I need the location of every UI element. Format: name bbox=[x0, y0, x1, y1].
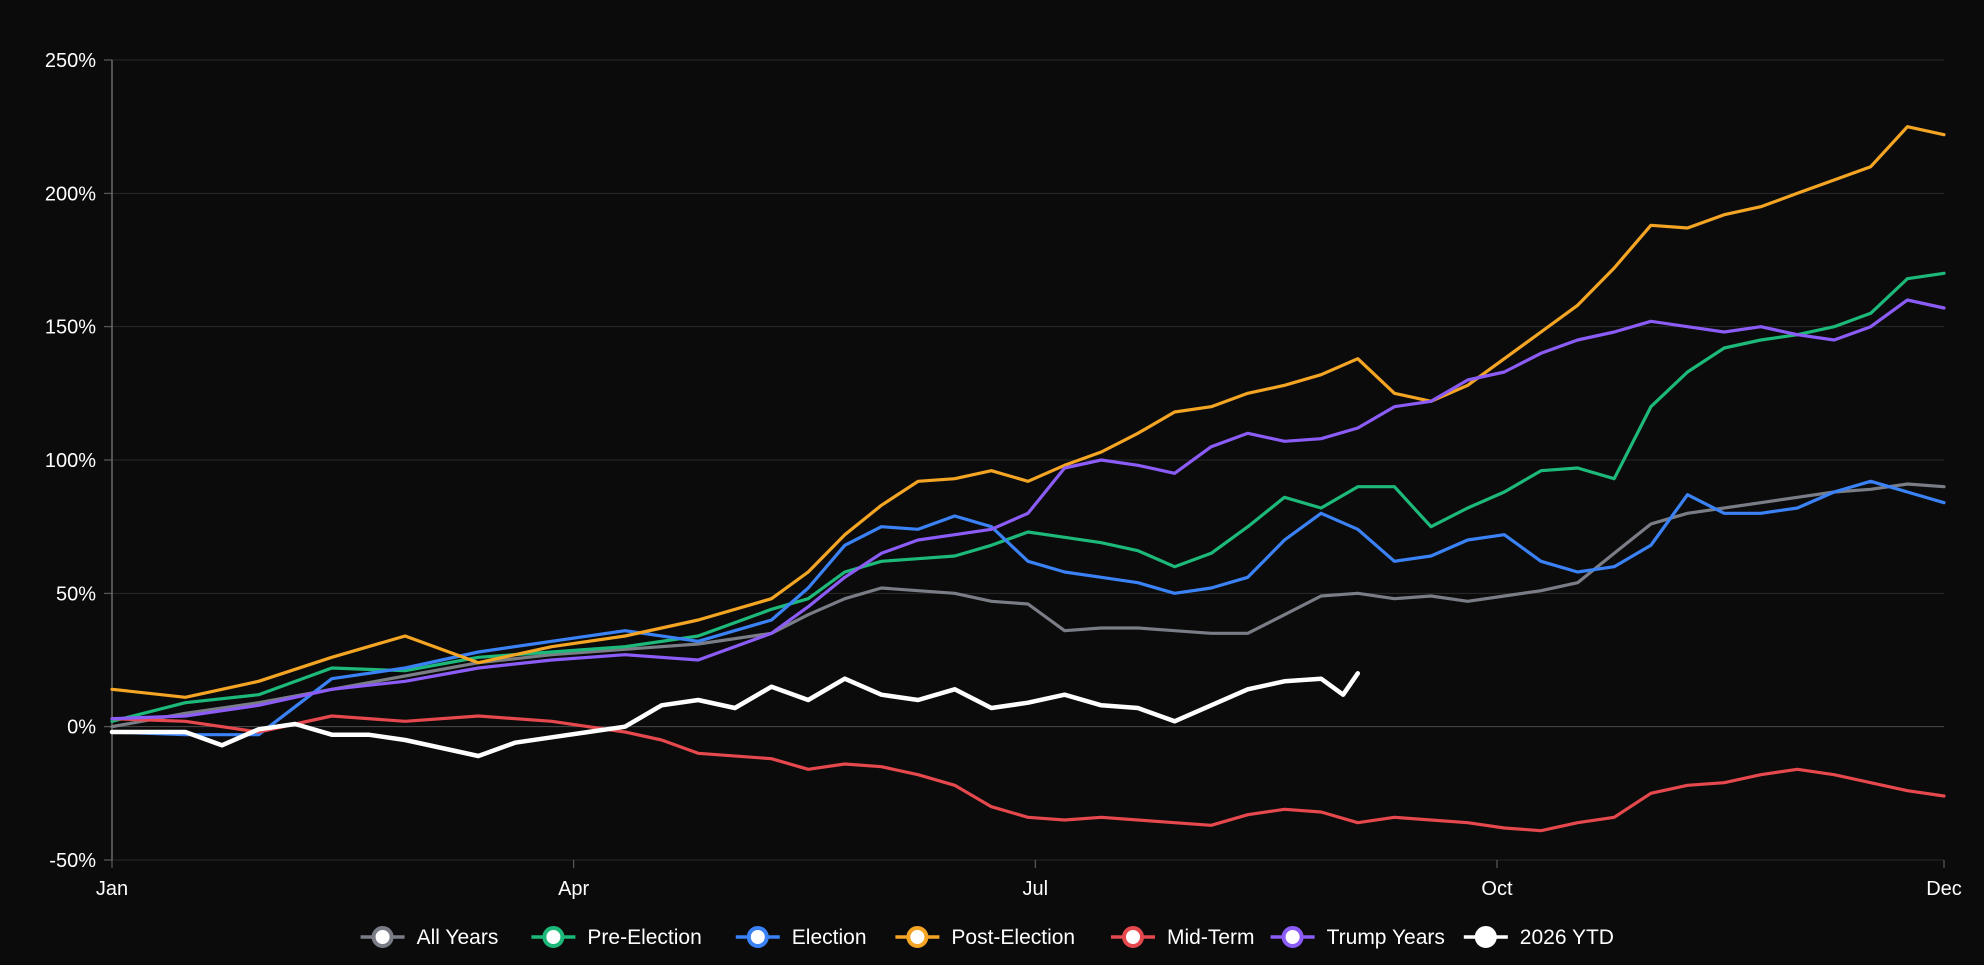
y-tick-label: 250% bbox=[45, 50, 96, 72]
legend-marker-icon bbox=[746, 926, 769, 948]
y-tick-label: -50% bbox=[49, 850, 96, 872]
x-tick-label: Apr bbox=[558, 878, 589, 900]
legend[interactable]: All Years Pre-Election Election Post-Electi… bbox=[360, 926, 1614, 949]
legend-item-mid-term[interactable]: Mid-Term bbox=[1111, 926, 1255, 949]
y-tick-label: 150% bbox=[45, 317, 96, 339]
legend-marker-icon bbox=[371, 926, 394, 948]
y-tick-label: 100% bbox=[45, 450, 96, 472]
series-line-2026-ytd bbox=[109, 671, 1361, 759]
legend-label: Post-Election bbox=[951, 926, 1075, 949]
legend-marker-icon bbox=[1474, 926, 1497, 948]
series-line-all-years bbox=[110, 482, 1946, 729]
series-lines bbox=[109, 125, 1946, 833]
legend-item-all-years[interactable]: All Years bbox=[360, 926, 499, 949]
legend-marker-icon bbox=[1281, 926, 1304, 948]
legend-item-post-election[interactable]: Post-Election bbox=[895, 926, 1075, 949]
x-tick-label: Dec bbox=[1926, 878, 1962, 900]
legend-label: 2026 YTD bbox=[1520, 926, 1614, 949]
legend-label: All Years bbox=[417, 926, 499, 949]
y-tick-label: 200% bbox=[45, 183, 96, 205]
legend-item-2026-ytd[interactable]: 2026 YTD bbox=[1463, 926, 1614, 949]
grid-lines bbox=[112, 59, 1944, 861]
legend-marker-icon bbox=[1122, 926, 1144, 948]
series-line-election bbox=[110, 479, 1946, 737]
legend-marker-icon bbox=[906, 926, 929, 948]
x-tick-label: Jul bbox=[1023, 878, 1049, 900]
y-tick-label: 0% bbox=[67, 717, 96, 739]
series-line-trump-years bbox=[110, 298, 1946, 721]
axes: 250% 200% 150% 100% 50% 0% -50%Jan Apr Jul Oct Dec bbox=[45, 50, 1962, 900]
legend-label: Mid-Term bbox=[1167, 926, 1255, 949]
legend-item-election[interactable]: Election bbox=[735, 926, 867, 949]
series-line-post-election bbox=[110, 125, 1946, 699]
series-line-pre-election bbox=[110, 271, 1946, 723]
y-tick-label: 50% bbox=[56, 583, 96, 605]
legend-item-pre-election[interactable]: Pre-Election bbox=[531, 926, 702, 949]
x-tick-label: Oct bbox=[1481, 878, 1513, 900]
x-tick-label: Jan bbox=[96, 878, 128, 900]
series-line-mid-term bbox=[110, 714, 1946, 833]
legend-label: Election bbox=[792, 926, 867, 949]
legend-label: Trump Years bbox=[1327, 926, 1445, 949]
legend-label: Pre-Election bbox=[587, 926, 701, 949]
legend-item-trump-years[interactable]: Trump Years bbox=[1270, 926, 1445, 949]
legend-marker-icon bbox=[542, 926, 565, 948]
